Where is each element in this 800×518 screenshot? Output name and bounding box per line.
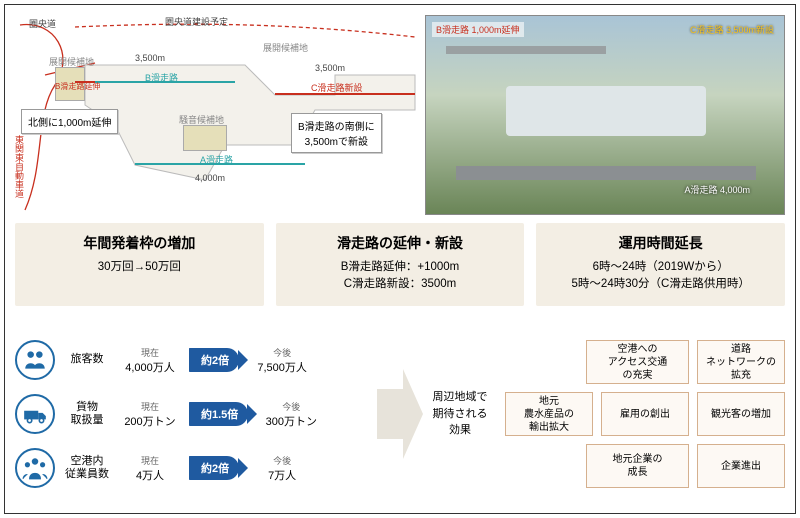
photo-runway-b xyxy=(446,46,606,54)
runway-c-name: C滑走路新設 xyxy=(311,81,363,94)
photo-label-c: C滑走路 3,500m新設 xyxy=(686,22,778,37)
dim-c: 3,500m xyxy=(315,63,345,73)
runway-map: 圏央道 圏央道建設予定 展開候補地 展開候補地 騒音候補地 東関東自動車道 3,… xyxy=(15,15,425,215)
metric-future: 今後7,500万人 xyxy=(247,346,317,375)
effect-item: 観光客の増加 xyxy=(697,392,785,436)
runway-b-ext-name: B滑走路延伸 xyxy=(55,83,100,92)
card-body: 6時～24時（2019Wから） 5時～24時30分（C滑走路供用時） xyxy=(544,259,777,294)
metric-cargo: 貨物 取扱量 現在200万トン 約1.5倍 今後300万トン xyxy=(15,394,375,434)
runway-b-name: B滑走路 xyxy=(145,71,178,84)
summary-cards: 年間発着枠の増加 30万回→50万回 滑走路の延伸・新設 B滑走路延伸：+100… xyxy=(15,223,785,306)
candidate-label-1: 展開候補地 xyxy=(49,55,94,68)
card-title: 運用時間延長 xyxy=(544,233,777,253)
card-slots: 年間発着枠の増加 30万回→50万回 xyxy=(15,223,264,306)
passengers-icon xyxy=(15,340,55,380)
metric-name: 旅客数 xyxy=(63,353,111,366)
metrics-list: 旅客数 現在4,000万人 約2倍 今後7,500万人 貨物 取扱量 現在200… xyxy=(15,340,375,488)
effects-section: 周辺地域で 期待される 効果 空港への アクセス交通 の充実 道路 ネットワーク… xyxy=(425,340,785,488)
metric-current: 現在4万人 xyxy=(119,454,181,483)
effect-item: 道路 ネットワークの 拡充 xyxy=(697,340,785,384)
staff-icon xyxy=(15,448,55,488)
infographic-frame: 圏央道 圏央道建設予定 展開候補地 展開候補地 騒音候補地 東関東自動車道 3,… xyxy=(4,4,796,514)
metric-staff: 空港内 従業員数 現在4万人 約2倍 今後7万人 xyxy=(15,448,375,488)
multiplier-pill: 約1.5倍 xyxy=(189,402,248,426)
card-body: B滑走路延伸：+1000m C滑走路新設：3500m xyxy=(284,259,517,294)
callout-c-new: B滑走路の南側に 3,500mで新設 xyxy=(291,113,382,153)
runway-a-name: A滑走路 xyxy=(200,153,233,166)
callout-c-line2: 3,500mで新設 xyxy=(305,137,368,148)
card-runways: 滑走路の延伸・新設 B滑走路延伸：+1000m C滑走路新設：3500m xyxy=(276,223,525,306)
metric-passengers: 旅客数 現在4,000万人 約2倍 今後7,500万人 xyxy=(15,340,375,380)
candidate-label-2: 展開候補地 xyxy=(263,41,308,54)
cargo-icon xyxy=(15,394,55,434)
metric-future: 今後7万人 xyxy=(247,454,317,483)
photo-runway-a xyxy=(456,166,756,180)
callout-c-line1: B滑走路の南側に xyxy=(298,122,375,133)
effect-item: 地元企業の 成長 xyxy=(586,444,689,488)
metric-current: 現在4,000万人 xyxy=(119,346,181,375)
photo-label-b: B滑走路 1,000m延伸 xyxy=(432,22,524,37)
bottom-section: 旅客数 現在4,000万人 約2倍 今後7,500万人 貨物 取扱量 現在200… xyxy=(15,325,785,503)
multiplier-pill: 約2倍 xyxy=(189,348,239,372)
effects-grid: 空港への アクセス交通 の充実 道路 ネットワークの 拡充 地元 農水産品の 輸… xyxy=(505,340,785,488)
effects-label: 周辺地域で 期待される 効果 xyxy=(425,389,495,439)
road-label-kenou-plan: 圏央道建設予定 xyxy=(165,15,228,28)
big-arrow-icon xyxy=(375,354,425,474)
metric-future: 今後300万トン xyxy=(256,400,326,429)
effect-item: 雇用の創出 xyxy=(601,392,689,436)
metric-current: 現在200万トン xyxy=(119,400,181,429)
photo-label-a: A滑走路 4,000m xyxy=(680,182,754,197)
metric-name: 貨物 取扱量 xyxy=(63,401,111,427)
card-hours: 運用時間延長 6時～24時（2019Wから） 5時～24時30分（C滑走路供用時… xyxy=(536,223,785,306)
effect-item: 地元 農水産品の 輸出拡大 xyxy=(505,392,593,436)
effect-item: 企業進出 xyxy=(697,444,785,488)
effect-item: 空港への アクセス交通 の充実 xyxy=(586,340,689,384)
candidate-area-2 xyxy=(183,125,227,151)
callout-b-extend: 北側に1,000m延伸 xyxy=(21,109,118,134)
dim-a: 4,000m xyxy=(195,173,225,183)
card-title: 滑走路の延伸・新設 xyxy=(284,233,517,253)
multiplier-pill: 約2倍 xyxy=(189,456,239,480)
card-title: 年間発着枠の増加 xyxy=(23,233,256,253)
photo-terminal xyxy=(506,86,706,136)
dim-b: 3,500m xyxy=(135,53,165,63)
east-road-label: 東関東自動車道 xyxy=(13,135,26,198)
road-label-kenou: 圏央道 xyxy=(29,17,56,30)
noise-label: 騒音候補地 xyxy=(179,113,224,126)
aerial-photo: B滑走路 1,000m延伸 C滑走路 3,500m新設 A滑走路 4,000m xyxy=(425,15,785,215)
card-body: 30万回→50万回 xyxy=(23,259,256,276)
metric-name: 空港内 従業員数 xyxy=(63,455,111,481)
